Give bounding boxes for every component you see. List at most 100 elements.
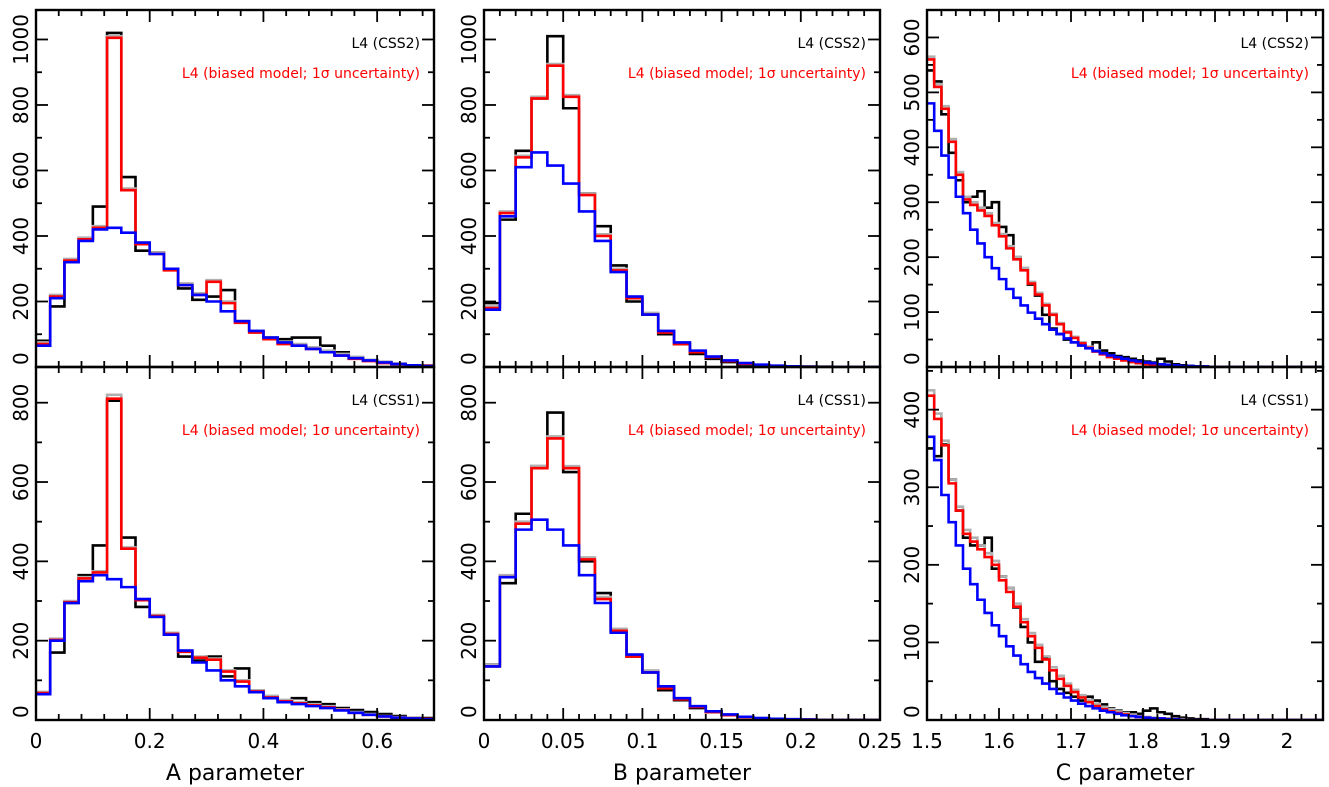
xtick-label: 0.05 [541,729,586,753]
xtick-label: 2 [1281,729,1294,753]
plot-area [36,393,434,720]
x-axis-label: B parameter [613,761,752,786]
series-2 [484,64,880,367]
ytick-label: 500 [900,73,924,111]
panel-frame [34,365,436,722]
ytick-label: 0 [457,705,481,718]
panel-C-CSS1: 0 100 200 300 400 1.5 1.6 1.7 1.8 1.9 2 C parameter… [900,365,1325,786]
series-3 [36,573,434,720]
ytick-label: 400 [457,542,481,580]
xtick-label: 1.6 [983,729,1015,753]
panel-frame [925,8,1325,369]
ytick-label: 600 [9,463,33,501]
series-0 [484,411,880,720]
ytick-label: 600 [900,18,924,56]
xtick-label: 0.6 [361,729,393,753]
ytick-label: 100 [900,293,924,331]
series-2 [484,437,880,720]
series-2 [36,397,434,720]
ytick-label: 1000 [9,14,33,65]
legend-red: L4 (biased model; 1σ uncertainty) [182,423,420,439]
series-0 [927,443,1323,720]
plot-area [927,55,1323,367]
panel-A-CSS1: 0 200 400 600 800 0 0.2 0.4 0.6 A parameter L4 (CS… [9,365,436,786]
legend-black: L4 (CSS2) [351,36,420,52]
ytick-label: 200 [457,282,481,320]
xtick-label: 0.25 [858,729,903,753]
series-1 [927,388,1323,720]
legend-red: L4 (biased model; 1σ uncertainty) [1071,66,1309,82]
legend-red: L4 (biased model; 1σ uncertainty) [182,66,420,82]
series-3 [927,102,1323,367]
ytick-label: 200 [9,282,33,320]
panel-A-CSS2: 0 200 400 600 800 1000 L4 (CSS2) L4 (biased mod… [9,8,436,369]
panel-B-CSS1: 0 200 400 600 800 0 0.05 0.1 0.15 0.2 0.25 B parame… [457,365,903,786]
ytick-label: 100 [900,623,924,661]
series-0 [927,69,1323,367]
plot-area [927,388,1323,720]
panel-frame [482,8,882,369]
ytick-label: 800 [9,86,33,124]
ytick-label: 1000 [457,14,481,65]
legend-black: L4 (CSS2) [1240,36,1309,52]
legend-red: L4 (biased model; 1σ uncertainty) [628,66,866,82]
ytick-label: 300 [900,183,924,221]
legend-red: L4 (biased model; 1σ uncertainty) [1071,423,1309,439]
legend-red: L4 (biased model; 1σ uncertainty) [628,423,866,439]
ytick-label: 600 [457,151,481,189]
ytick-label: 800 [457,384,481,422]
series-3 [484,518,880,720]
panel-B-CSS2: 0 200 400 600 800 1000 L4 (CSS2) L4 (biased mod… [457,8,882,369]
ytick-label: 0 [9,352,33,365]
panel-frame [482,365,882,722]
legend-black: L4 (CSS1) [797,393,866,409]
xtick-label: 0 [478,729,491,753]
ytick-label: 400 [900,391,924,429]
panel-C-CSS2: 0 100 200 300 400 500 600 L4 (CSS2) L4 (biased m… [900,8,1325,369]
xtick-label: 0 [30,729,43,753]
ytick-label: 600 [457,463,481,501]
ytick-label: 800 [9,384,33,422]
series-2 [927,394,1323,720]
xtick-label: 0.2 [134,729,166,753]
series-3 [927,435,1323,720]
ytick-label: 600 [9,151,33,189]
xtick-label: 1.7 [1055,729,1087,753]
ytick-label: 200 [457,622,481,660]
series-1 [36,393,434,720]
legend-black: L4 (CSS1) [351,393,420,409]
legend-black: L4 (CSS1) [1240,393,1309,409]
xtick-label: 0.2 [785,729,817,753]
ytick-label: 200 [9,622,33,660]
ytick-label: 200 [900,546,924,584]
series-1 [927,55,1323,367]
xtick-label: 1.8 [1127,729,1159,753]
ytick-label: 0 [9,705,33,718]
series-0 [484,34,880,367]
ytick-label: 200 [900,238,924,276]
plot-area [484,411,880,720]
series-1 [484,435,880,720]
plot-area [36,31,434,367]
xtick-label: 1.9 [1199,729,1231,753]
ytick-label: 400 [9,217,33,255]
xtick-label: 0.15 [699,729,744,753]
ytick-label: 400 [900,128,924,166]
ytick-label: 0 [900,352,924,365]
x-axis-label: C parameter [1056,761,1195,786]
x-axis-label: A parameter [166,761,305,786]
series-3 [484,151,880,367]
ytick-label: 0 [900,705,924,718]
ytick-label: 800 [457,86,481,124]
plot-area [484,34,880,367]
ytick-label: 400 [9,542,33,580]
xtick-label: 0.1 [626,729,658,753]
ytick-label: 0 [457,352,481,365]
ytick-label: 300 [900,468,924,506]
legend-black: L4 (CSS2) [797,36,866,52]
ytick-label: 400 [457,217,481,255]
xtick-label: 0.4 [248,729,280,753]
panel-frame [925,365,1325,722]
series-3 [36,226,434,367]
